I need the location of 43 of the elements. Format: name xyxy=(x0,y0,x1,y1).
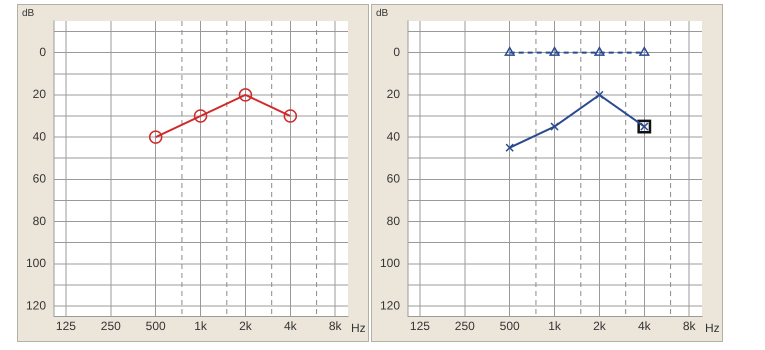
point xyxy=(550,122,559,131)
x-tick-label: 250 xyxy=(454,319,476,334)
x-tick-label: 2k xyxy=(593,319,607,334)
point xyxy=(595,90,604,100)
point xyxy=(639,46,650,56)
point xyxy=(549,46,560,56)
y-tick-label: 20 xyxy=(32,87,46,102)
y-tick-label: 0 xyxy=(393,44,400,59)
point xyxy=(504,46,515,56)
y-tick-label: 60 xyxy=(386,172,400,186)
y-tick-label: 80 xyxy=(32,214,46,228)
x-axis-title: Hz xyxy=(351,320,366,335)
point xyxy=(194,109,208,123)
x-tick-label: 500 xyxy=(146,319,166,334)
x-tick-label: 4k xyxy=(638,319,652,334)
x-tick-label: 500 xyxy=(500,319,520,334)
x-tick-label: 250 xyxy=(100,319,122,334)
point xyxy=(284,109,298,123)
point xyxy=(594,46,605,56)
y-tick-label: 40 xyxy=(386,129,400,144)
x-tick-label: 4k xyxy=(284,319,298,334)
y-tick-label: 40 xyxy=(32,129,46,144)
y-tick-label: 80 xyxy=(386,214,400,228)
x-tick-label: 1k xyxy=(194,319,208,334)
x-tick-label: 125 xyxy=(410,319,430,334)
y-tick-label: 60 xyxy=(32,172,46,186)
x-tick-label: 1k xyxy=(548,319,562,334)
point xyxy=(148,130,162,144)
x-tick-label: 8k xyxy=(682,319,697,334)
y-axis-title: dB xyxy=(376,8,389,19)
point xyxy=(505,143,514,152)
y-tick-label: 120 xyxy=(380,298,400,312)
point xyxy=(238,88,252,102)
y-tick-label: 20 xyxy=(386,87,400,102)
y-tick-label: 120 xyxy=(26,298,46,312)
y-axis-title: dB xyxy=(22,8,35,19)
y-tick-label: 100 xyxy=(26,256,46,270)
x-tick-label: 125 xyxy=(56,319,76,334)
x-tick-label: 8k xyxy=(328,319,343,334)
x-tick-label: 2k xyxy=(239,319,253,334)
y-tick-label: 100 xyxy=(380,256,400,270)
x-axis-title: Hz xyxy=(705,320,720,335)
y-tick-label: 0 xyxy=(39,44,46,59)
